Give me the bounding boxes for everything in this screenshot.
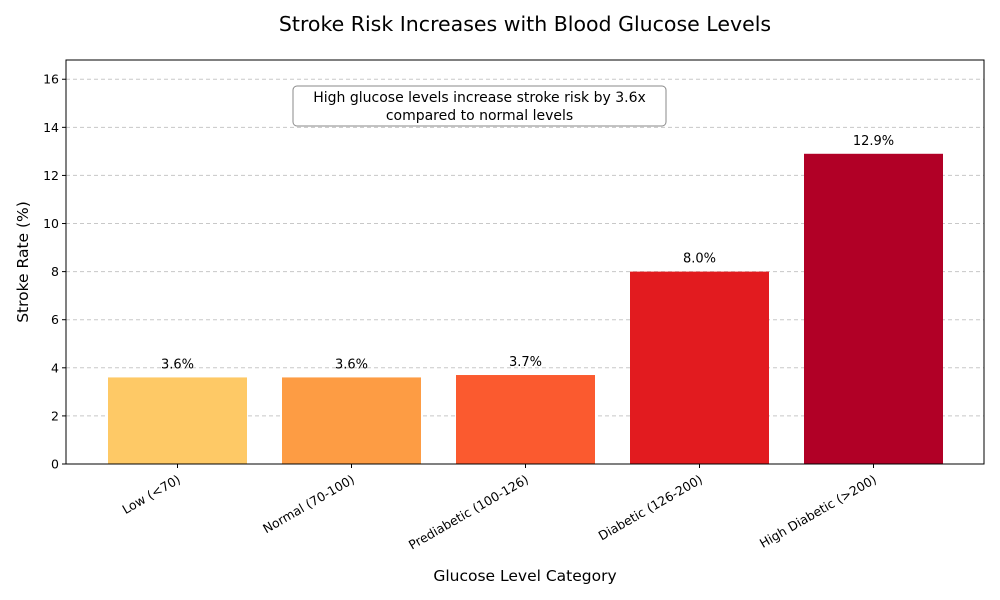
bar	[456, 375, 595, 464]
bar-value-label: 3.6%	[335, 357, 368, 372]
y-tick-label: 4	[51, 360, 59, 375]
bar-value-labels: 3.6% 3.6% 3.7% 8.0% 12.9%	[161, 134, 894, 373]
x-tick-label: Normal (70-100)	[260, 472, 357, 537]
y-tick-label: 10	[43, 216, 59, 231]
bar	[282, 377, 421, 464]
annotation-frame	[292, 85, 667, 127]
y-tick-label: 0	[51, 457, 59, 472]
bar	[108, 377, 247, 464]
y-tick-label: 14	[43, 120, 59, 135]
y-tick-label: 8	[51, 264, 59, 279]
annotation-line-2: compared to normal levels	[386, 108, 573, 124]
x-tick-label: Diabetic (126-200)	[596, 472, 705, 544]
bar-value-label: 3.6%	[161, 357, 194, 372]
x-axis-ticks: Low (<70) Normal (70-100) Prediabetic (100…	[119, 464, 879, 552]
chart-title: Stroke Risk Increases with Blood Glucose…	[279, 12, 771, 36]
bar-value-label: 3.7%	[509, 355, 542, 370]
bar	[804, 153, 943, 465]
x-tick-label: High Diabetic (>200)	[757, 472, 879, 551]
annotation-box: High glucose levels increase stroke risk…	[292, 85, 667, 127]
x-tick-label: Prediabetic (100-126)	[406, 472, 531, 553]
y-tick-label: 6	[51, 312, 59, 327]
y-tick-label: 12	[43, 168, 59, 183]
bar-value-label: 8.0%	[683, 252, 716, 267]
x-axis-title: Glucose Level Category	[433, 567, 616, 585]
y-axis-title: Stroke Rate (%)	[14, 201, 32, 323]
bars	[108, 153, 943, 465]
y-axis-ticks: 0 2 4 6 8 10 12 14 16	[43, 72, 66, 472]
annotation-line-1: High glucose levels increase stroke risk…	[313, 90, 646, 106]
bar-value-label: 12.9%	[853, 134, 894, 149]
y-tick-label: 16	[43, 72, 59, 87]
x-tick-label: Low (<70)	[119, 472, 183, 517]
bar	[630, 271, 769, 464]
y-tick-label: 2	[51, 408, 59, 423]
